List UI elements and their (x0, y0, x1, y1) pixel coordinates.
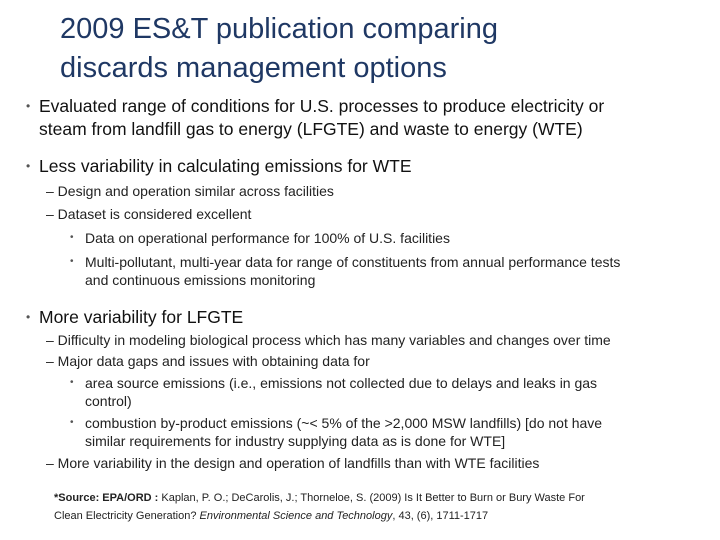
sub-item-design-variability: – More variability in the design and ope… (46, 455, 540, 471)
bullet-icon: • (26, 99, 31, 113)
subsub-item-area-source: • area source emissions (i.e., emissions… (70, 374, 710, 410)
subsub-text-line-2: and continuous emissions monitoring (85, 272, 316, 288)
subsub-text-line-1: combustion by-product emissions (~< 5% o… (85, 415, 603, 431)
title-line-1: 2009 ES&T publication comparing (60, 13, 498, 45)
subsub-item-operational-data: • Data on operational performance for 10… (70, 229, 710, 247)
bullet-evaluated-range: • Evaluated range of conditions for U.S.… (26, 95, 706, 141)
bullet-text: More variability for LFGTE (39, 307, 244, 327)
bullet-icon: • (70, 417, 74, 428)
sub-item-design-operation: – Design and operation similar across fa… (46, 183, 334, 199)
subsub-text-line-2: similar requirements for industry supply… (85, 433, 506, 449)
title-line-2: discards management options (60, 52, 447, 84)
bullet-icon: • (70, 256, 74, 267)
source-text-2: Clean Electricity Generation? (54, 510, 200, 522)
subsub-text-line-1: area source emissions (i.e., emissions n… (85, 375, 598, 391)
subsub-text: Multi-pollutant, multi-year data for ran… (70, 253, 710, 289)
bullet-icon: • (26, 310, 31, 324)
source-citation: *Source: EPA/ORD : Kaplan, P. O.; DeCaro… (54, 489, 694, 525)
bullet-text-line-1: Evaluated range of conditions for U.S. p… (39, 96, 605, 116)
source-text-3: , 43, (6), 1711-1717 (392, 510, 489, 522)
source-text-1: Kaplan, P. O.; DeCarolis, J.; Thorneloe,… (158, 492, 585, 504)
subsub-text: Data on operational performance for 100%… (70, 229, 710, 247)
bullet-text: Evaluated range of conditions for U.S. p… (26, 95, 706, 141)
bullet-icon: • (26, 159, 31, 173)
bullet-wte-variability: • Less variability in calculating emissi… (26, 155, 706, 178)
bullet-text-line-2: steam from landfill gas to energy (LFGTE… (39, 119, 583, 139)
slide-title: 2009 ES&T publication comparing discards… (60, 10, 680, 88)
sub-item-modeling-difficulty: – Difficulty in modeling biological proc… (46, 332, 611, 348)
subsub-item-multi-pollutant: • Multi-pollutant, multi-year data for r… (70, 253, 710, 289)
sub-item-dataset-excellent: – Dataset is considered excellent (46, 206, 252, 222)
subsub-text: combustion by-product emissions (~< 5% o… (70, 414, 710, 450)
bullet-lfgte-variability: • More variability for LFGTE (26, 306, 706, 329)
bullet-icon: • (70, 377, 74, 388)
bullet-text: Less variability in calculating emission… (39, 156, 412, 176)
subsub-item-combustion: • combustion by-product emissions (~< 5%… (70, 414, 710, 450)
bullet-icon: • (70, 232, 74, 243)
source-label: *Source: EPA/ORD : (54, 492, 159, 504)
subsub-text-line-1: Data on operational performance for 100%… (85, 230, 450, 246)
subsub-text-line-2: control) (85, 393, 132, 409)
source-line-2: Clean Electricity Generation? Environmen… (54, 507, 694, 525)
sub-item-data-gaps: – Major data gaps and issues with obtain… (46, 353, 370, 369)
source-journal: Environmental Science and Technology (199, 510, 393, 522)
subsub-text-line-1: Multi-pollutant, multi-year data for ran… (85, 254, 621, 270)
subsub-text: area source emissions (i.e., emissions n… (70, 374, 710, 410)
